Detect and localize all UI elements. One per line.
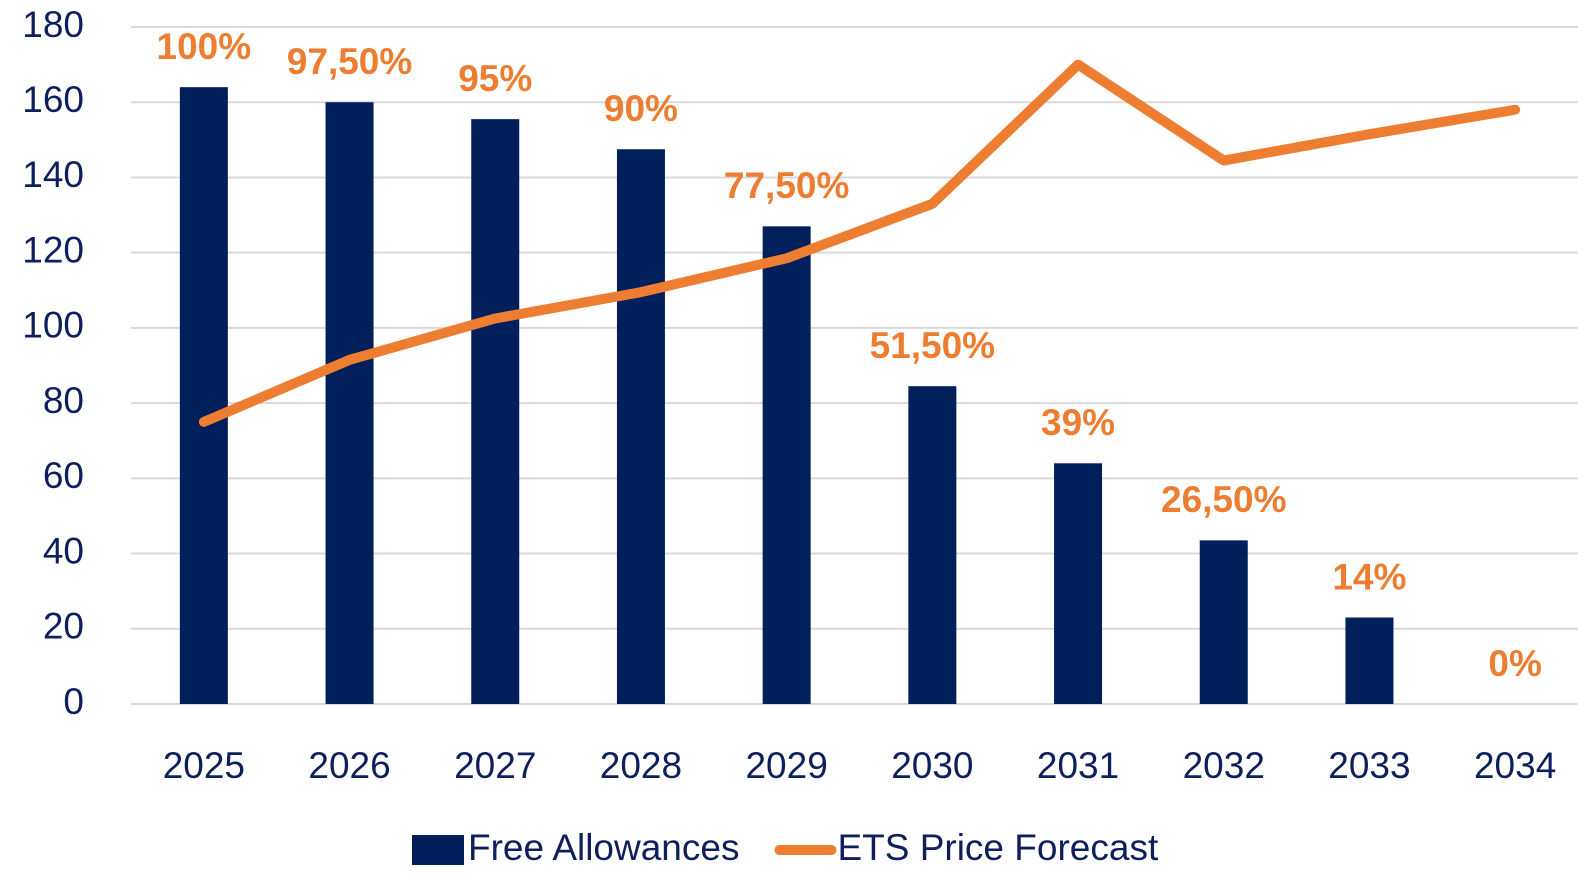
y-tick-label: 120 — [22, 229, 84, 270]
bar — [616, 149, 665, 705]
data-label: 51,50% — [870, 325, 996, 366]
x-tick-label: 2028 — [600, 745, 682, 786]
x-tick-label: 2033 — [1328, 745, 1410, 786]
bar — [471, 119, 520, 705]
bar — [325, 102, 374, 704]
x-tick-label: 2027 — [454, 745, 536, 786]
data-label: 100% — [157, 26, 252, 67]
y-tick-label: 140 — [22, 154, 84, 195]
bar — [762, 226, 811, 705]
x-tick-label: 2025 — [163, 745, 245, 786]
x-tick-label: 2030 — [891, 745, 973, 786]
bar — [179, 87, 228, 704]
bar — [1054, 463, 1103, 704]
y-tick-label: 60 — [43, 455, 84, 496]
y-tick-label: 180 — [22, 4, 84, 45]
data-label: 95% — [458, 58, 532, 99]
data-label: 39% — [1041, 402, 1115, 443]
data-label: 26,50% — [1161, 479, 1287, 520]
x-tick-label: 2026 — [308, 745, 390, 786]
line — [198, 59, 1521, 427]
y-tick-label: 80 — [43, 380, 84, 421]
y-tick-label: 40 — [43, 530, 84, 571]
y-tick-label: 160 — [22, 79, 84, 120]
x-tick-label: 2032 — [1183, 745, 1265, 786]
x-tick-label: 2029 — [745, 745, 827, 786]
data-label: 0% — [1488, 643, 1541, 684]
legend-swatch — [412, 835, 464, 865]
y-tick-label: 20 — [43, 606, 84, 647]
bar — [1345, 617, 1394, 704]
x-tick-label: 2031 — [1037, 745, 1119, 786]
y-tick-label: 0 — [63, 681, 84, 722]
data-label: 77,50% — [724, 165, 850, 206]
legend-label: ETS Price Forecast — [837, 827, 1158, 868]
data-label: 90% — [604, 88, 678, 129]
bar — [1199, 540, 1248, 704]
bar — [908, 386, 957, 704]
y-tick-label: 100 — [22, 305, 84, 346]
data-label: 14% — [1332, 556, 1406, 597]
x-tick-label: 2034 — [1474, 745, 1556, 786]
data-label: 97,50% — [287, 41, 413, 82]
legend-label: Free Allowances — [468, 827, 739, 868]
